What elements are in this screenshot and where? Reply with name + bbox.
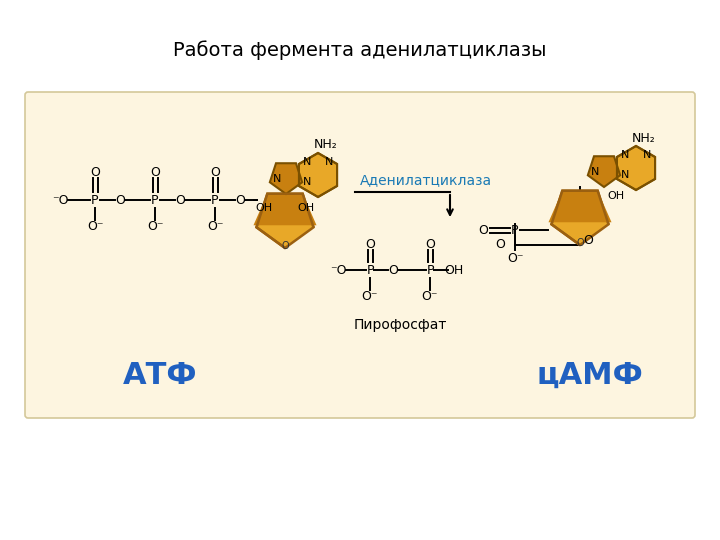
Text: Пирофосфат: Пирофосфат (354, 318, 446, 332)
Text: NH₂: NH₂ (314, 138, 338, 152)
Text: P: P (91, 193, 99, 206)
FancyBboxPatch shape (25, 92, 695, 418)
Text: O: O (365, 238, 375, 251)
Text: N: N (303, 157, 311, 167)
Text: O: O (175, 193, 185, 206)
Text: ⁻O: ⁻O (52, 193, 68, 206)
Text: O⁻: O⁻ (86, 220, 103, 233)
Polygon shape (552, 191, 608, 245)
Text: Аденилатциклаза: Аденилатциклаза (360, 173, 492, 187)
Polygon shape (588, 156, 620, 187)
Text: P: P (511, 224, 518, 237)
Text: O: O (478, 224, 488, 237)
Text: O: O (388, 264, 398, 276)
Text: N: N (643, 150, 651, 160)
Polygon shape (549, 191, 611, 222)
Text: OH: OH (297, 202, 314, 213)
Polygon shape (253, 194, 317, 225)
Text: цАМФ: цАМФ (536, 361, 644, 389)
Text: N: N (303, 177, 311, 187)
Text: O: O (150, 165, 160, 179)
Text: O: O (115, 193, 125, 206)
Text: N: N (591, 167, 600, 177)
Text: O⁻: O⁻ (361, 291, 378, 303)
Polygon shape (270, 163, 302, 194)
Text: O: O (90, 165, 100, 179)
Text: O⁻: O⁻ (422, 291, 438, 303)
Text: OH: OH (256, 202, 273, 213)
Text: ⁻O: ⁻O (330, 264, 346, 276)
Text: O⁻: O⁻ (207, 220, 223, 233)
Text: O: O (576, 238, 584, 248)
Text: O: O (583, 233, 593, 246)
Text: АТФ: АТФ (122, 361, 197, 389)
Text: P: P (426, 264, 433, 276)
Polygon shape (299, 153, 337, 197)
Text: O: O (425, 238, 435, 251)
Text: OH: OH (607, 191, 624, 201)
Text: O⁻: O⁻ (507, 252, 523, 265)
Text: P: P (211, 193, 219, 206)
Text: N: N (325, 157, 333, 167)
Text: O: O (210, 165, 220, 179)
Polygon shape (256, 194, 313, 248)
Text: O: O (495, 239, 505, 252)
Text: N: N (621, 150, 629, 160)
Text: O: O (282, 241, 289, 251)
Text: P: P (151, 193, 158, 206)
Text: NH₂: NH₂ (632, 132, 656, 145)
Polygon shape (617, 146, 655, 190)
Text: Работа фермента аденилатциклазы: Работа фермента аденилатциклазы (174, 40, 546, 60)
Text: N: N (621, 170, 629, 180)
Text: O⁻: O⁻ (147, 220, 163, 233)
Text: OH: OH (444, 264, 464, 276)
Text: O: O (235, 193, 245, 206)
Text: N: N (274, 174, 282, 184)
Text: P: P (366, 264, 374, 276)
